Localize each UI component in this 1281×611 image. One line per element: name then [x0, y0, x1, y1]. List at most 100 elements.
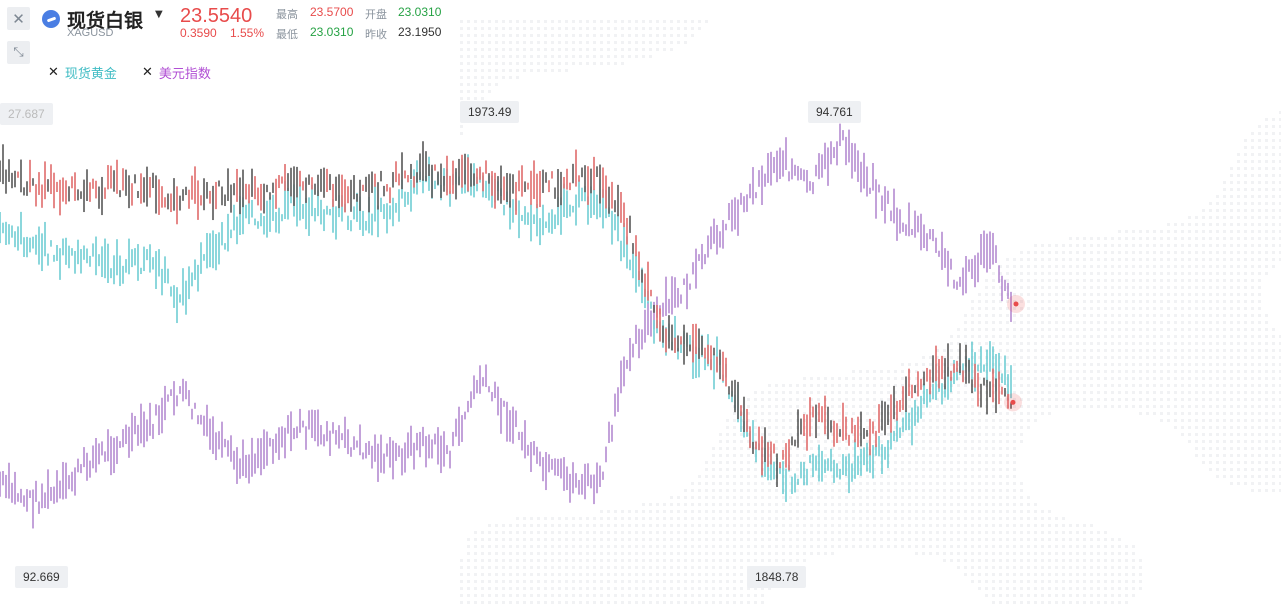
map-dot: [1272, 454, 1275, 457]
map-dot: [726, 419, 729, 422]
map-dot: [838, 538, 841, 541]
map-dot: [1076, 391, 1079, 394]
shrink-button[interactable]: ⤡: [7, 41, 30, 64]
map-dot: [866, 545, 869, 548]
map-dot: [1153, 300, 1156, 303]
map-dot: [1041, 314, 1044, 317]
remove-dxy-icon[interactable]: ✕: [142, 65, 153, 80]
map-dot: [852, 503, 855, 506]
map-dot: [992, 552, 995, 555]
map-dot: [1006, 482, 1009, 485]
map-dot: [915, 503, 918, 506]
map-dot: [1272, 391, 1275, 394]
map-dot: [649, 48, 652, 51]
map-dot: [1097, 328, 1100, 331]
map-dot: [1118, 545, 1121, 548]
map-dot: [1279, 146, 1281, 149]
map-dot: [481, 90, 484, 93]
map-dot: [957, 454, 960, 457]
map-dot: [635, 524, 638, 527]
map-dot: [621, 566, 624, 569]
map-dot: [663, 27, 666, 30]
map-dot: [957, 461, 960, 464]
map-dot: [705, 552, 708, 555]
map-dot: [978, 307, 981, 310]
map-dot: [1041, 258, 1044, 261]
map-dot: [1139, 251, 1142, 254]
map-dot: [831, 538, 834, 541]
map-dot: [873, 482, 876, 485]
legend-dxy[interactable]: ✕ 美元指数: [142, 63, 211, 82]
map-dot: [1160, 314, 1163, 317]
map-dot: [509, 566, 512, 569]
map-dot: [1181, 342, 1184, 345]
map-dot: [1111, 293, 1114, 296]
map-dot: [1097, 573, 1100, 576]
map-dot: [747, 433, 750, 436]
map-dot: [1188, 356, 1191, 359]
map-dot: [1041, 321, 1044, 324]
map-dot: [544, 566, 547, 569]
map-dot: [1237, 433, 1240, 436]
map-dot: [803, 545, 806, 548]
map-dot: [1174, 223, 1177, 226]
map-dot: [565, 580, 568, 583]
map-dot: [628, 55, 631, 58]
map-dot: [999, 482, 1002, 485]
map-dot: [1251, 216, 1254, 219]
map-dot: [537, 601, 540, 604]
map-dot: [761, 517, 764, 520]
map-dot: [824, 454, 827, 457]
map-dot: [1020, 356, 1023, 359]
remove-gold-icon[interactable]: ✕: [48, 65, 59, 80]
map-dot: [684, 496, 687, 499]
map-dot: [719, 531, 722, 534]
map-dot: [586, 566, 589, 569]
map-dot: [915, 454, 918, 457]
map-dot: [551, 594, 554, 597]
map-dot: [1076, 286, 1079, 289]
map-dot: [1013, 279, 1016, 282]
map-dot: [1251, 167, 1254, 170]
map-dot: [607, 559, 610, 562]
map-dot: [1258, 286, 1261, 289]
map-dot: [992, 286, 995, 289]
map-dot: [1258, 167, 1261, 170]
map-dot: [971, 510, 974, 513]
map-dot: [1118, 363, 1121, 366]
map-dot: [1244, 146, 1247, 149]
map-dot: [1062, 363, 1065, 366]
map-dot: [607, 573, 610, 576]
map-dot: [957, 433, 960, 436]
map-dot: [495, 538, 498, 541]
symbol-name[interactable]: 现货白银: [67, 10, 144, 32]
map-dot: [1041, 244, 1044, 247]
map-dot: [502, 552, 505, 555]
map-dot: [1160, 335, 1163, 338]
map-dot: [579, 27, 582, 30]
close-button[interactable]: ✕: [7, 7, 30, 30]
map-dot: [1244, 433, 1247, 436]
map-dot: [838, 489, 841, 492]
map-dot: [509, 573, 512, 576]
map-dot: [950, 405, 953, 408]
map-dot: [1251, 454, 1254, 457]
map-dot: [1090, 279, 1093, 282]
map-dot: [663, 531, 666, 534]
map-dot: [817, 384, 820, 387]
map-dot: [810, 552, 813, 555]
map-dot: [600, 552, 603, 555]
legend-gold[interactable]: ✕ 现货黄金: [48, 63, 117, 82]
map-dot: [488, 41, 491, 44]
map-dot: [1013, 545, 1016, 548]
map-dot: [691, 524, 694, 527]
caret-down-icon[interactable]: ▼: [155, 9, 163, 20]
map-dot: [852, 510, 855, 513]
map-dot: [1244, 468, 1247, 471]
map-dot: [684, 524, 687, 527]
map-dot: [747, 552, 750, 555]
map-dot: [1265, 174, 1268, 177]
map-dot: [803, 447, 806, 450]
map-dot: [502, 566, 505, 569]
